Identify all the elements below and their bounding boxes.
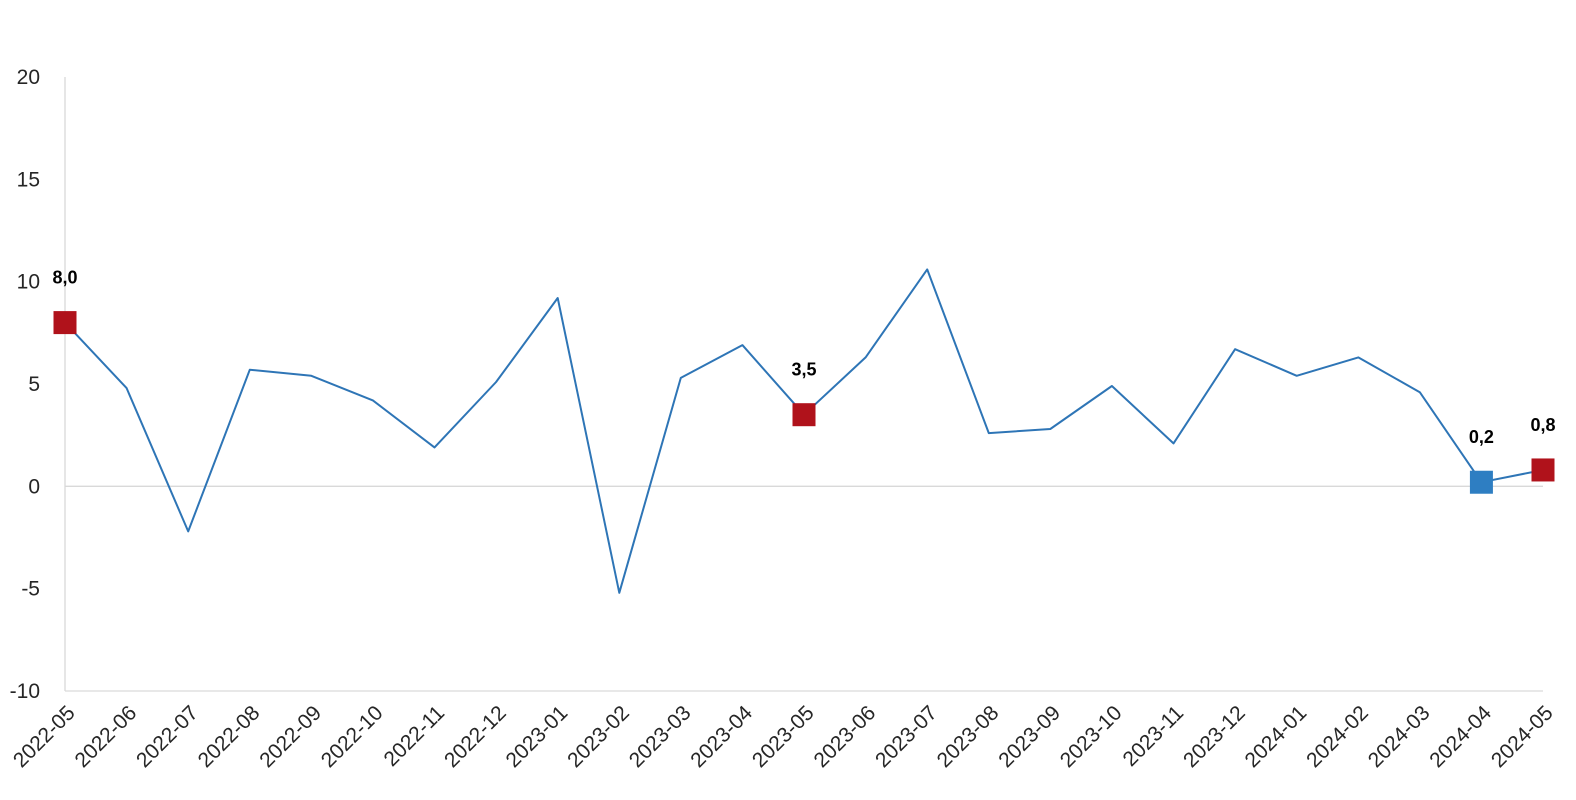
series-line (64, 268, 1544, 594)
y-tick-label: 20 (17, 66, 40, 89)
data-point (186, 529, 190, 533)
data-point (494, 380, 498, 384)
x-tick-label: 2024-02 (1302, 701, 1373, 772)
data-point (371, 398, 375, 402)
data-point (740, 343, 744, 347)
data-point (1048, 427, 1052, 431)
data-point (1295, 374, 1299, 378)
y-tick-label: 5 (28, 373, 40, 396)
x-tick-label: 2022-12 (440, 701, 511, 772)
x-tick-label: 2023-03 (625, 701, 696, 772)
highlight-marker (53, 311, 77, 335)
x-tick-label: 2024-04 (1425, 701, 1496, 772)
data-label: 8,0 (52, 268, 77, 288)
y-tick-label: 10 (17, 271, 40, 294)
y-tick-label: -5 (21, 578, 40, 601)
data-point (617, 591, 621, 595)
y-tick-label: 15 (17, 168, 40, 191)
x-tick-label: 2022-06 (70, 701, 141, 772)
x-tick-label: 2022-09 (255, 701, 326, 772)
data-point (864, 355, 868, 359)
highlight-marker (1531, 458, 1555, 482)
data-point (309, 374, 313, 378)
data-label: 0,8 (1530, 415, 1555, 435)
data-point (1110, 384, 1114, 388)
x-tick-label: 2023-06 (809, 701, 880, 772)
data-point (556, 296, 560, 300)
x-tick-label: 2022-05 (9, 701, 80, 772)
data-point (987, 431, 991, 435)
y-tick-label: 0 (28, 475, 40, 498)
x-tick-label: 2023-04 (686, 701, 757, 772)
data-point (679, 376, 683, 380)
x-tick-label: 2024-03 (1364, 701, 1435, 772)
axes-layer: -10-5051015202022-052022-062022-072022-0… (9, 66, 1558, 772)
series-layer (64, 267, 1544, 595)
y-tick-label: -10 (10, 680, 40, 703)
data-labels-layer: 8,0 3,5 0,2 0,8 (52, 268, 1555, 448)
x-tick-label: 2022-07 (132, 701, 203, 772)
x-tick-label: 2024-05 (1487, 701, 1558, 772)
x-tick-label: 2023-12 (1179, 701, 1250, 772)
data-point (1233, 347, 1237, 351)
x-tick-label: 2023-05 (748, 701, 819, 772)
x-tick-label: 2024-01 (1241, 701, 1312, 772)
highlight-marker (1469, 470, 1493, 494)
data-point (1418, 390, 1422, 394)
data-point (248, 368, 252, 372)
x-tick-label: 2022-08 (194, 701, 265, 772)
x-tick-label: 2022-10 (317, 701, 388, 772)
x-tick-label: 2022-11 (380, 701, 450, 771)
x-tick-label: 2023-02 (563, 701, 634, 772)
x-tick-label: 2023-08 (933, 701, 1004, 772)
x-tick-label: 2023-09 (994, 701, 1065, 772)
x-tick-label: 2023-01 (502, 701, 573, 772)
highlight-markers-layer (53, 311, 1555, 494)
data-label: 3,5 (791, 360, 816, 380)
data-point (1356, 355, 1360, 359)
data-point (125, 386, 129, 390)
x-tick-label: 2023-07 (871, 701, 942, 772)
x-tick-label: 2023-11 (1119, 701, 1189, 771)
data-point (925, 267, 929, 271)
highlight-marker (792, 403, 816, 427)
data-point (1172, 441, 1176, 445)
x-tick-label: 2023-10 (1056, 701, 1127, 772)
data-point (433, 445, 437, 449)
data-label: 0,2 (1469, 427, 1494, 447)
